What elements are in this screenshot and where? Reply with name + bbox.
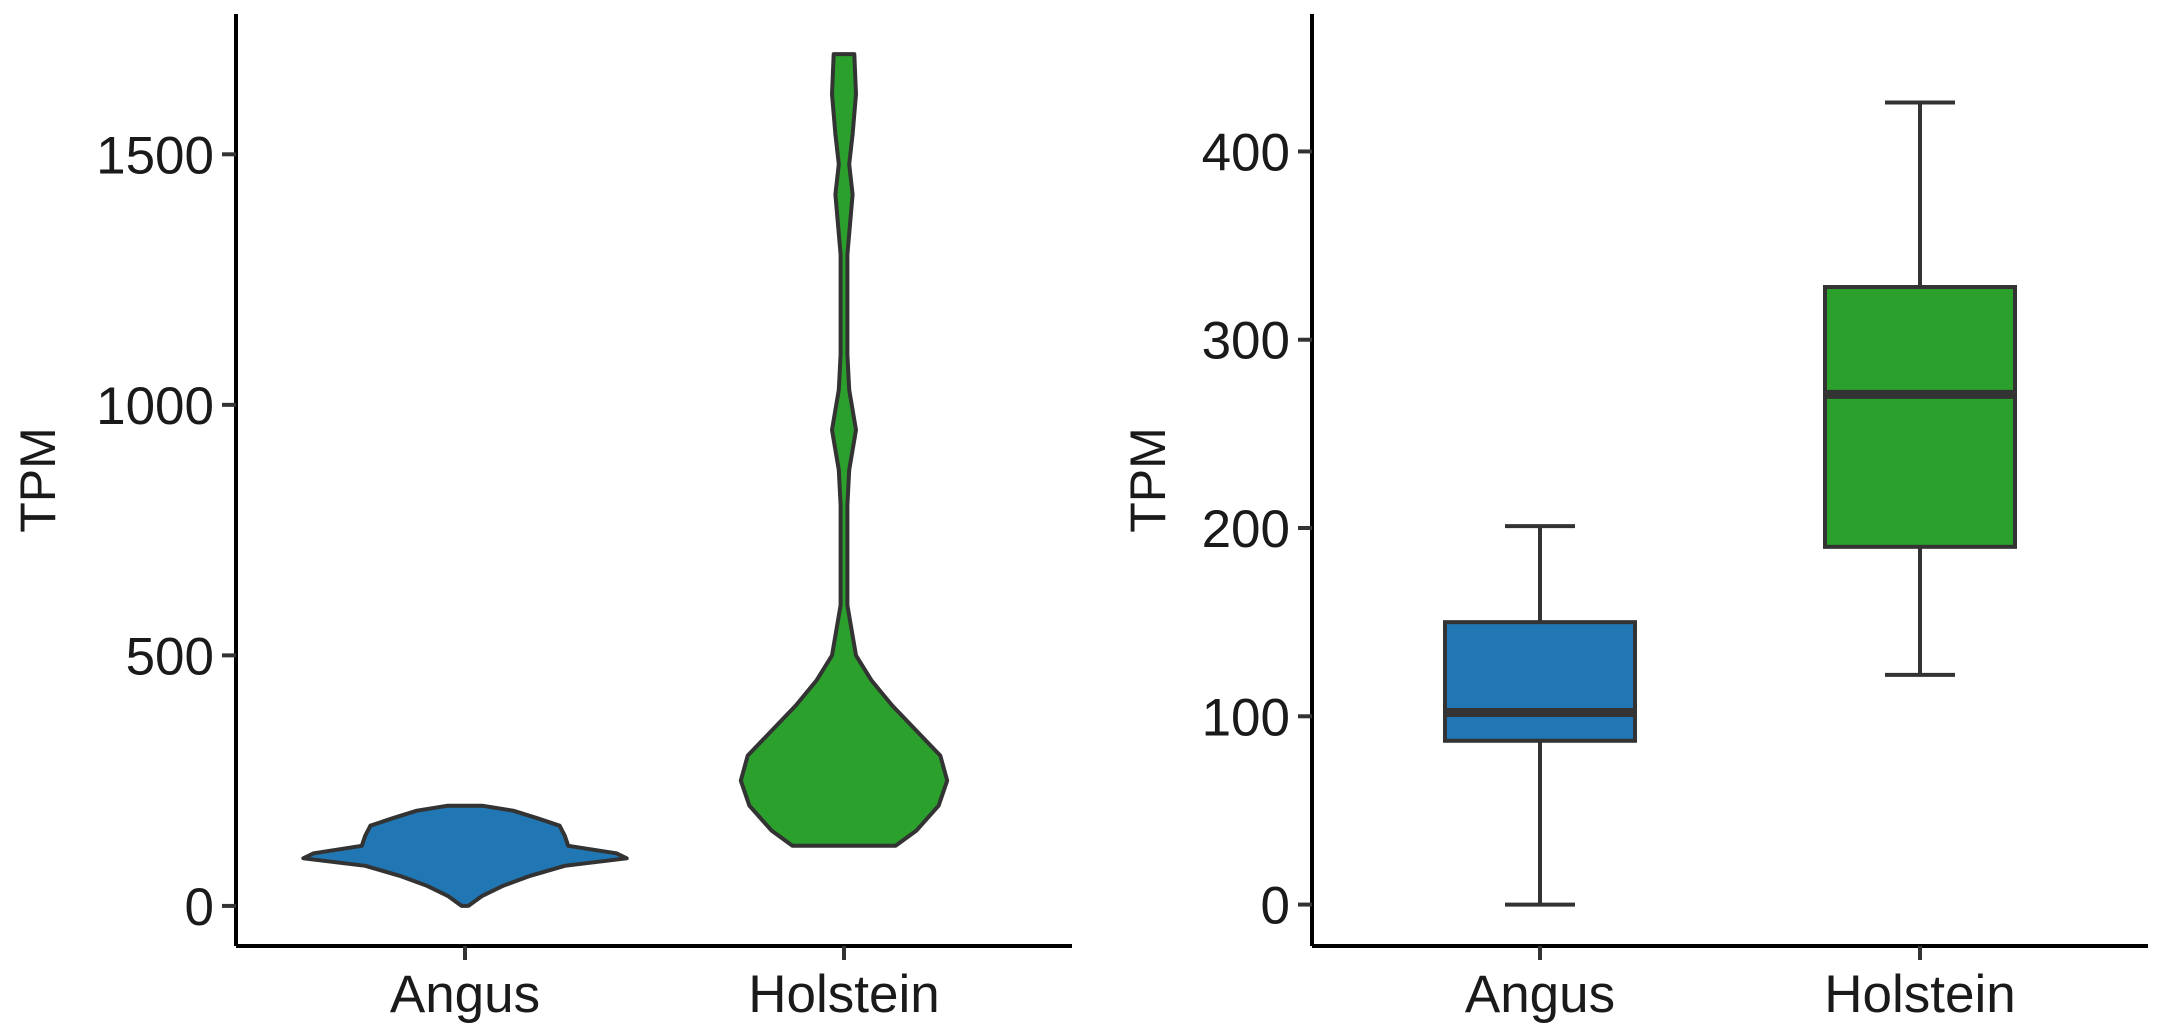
violin-x-ticks: Angus Holstein — [390, 946, 940, 1024]
box-angus-iqr — [1443, 620, 1637, 743]
violin-y-axis-title: TPM — [10, 427, 66, 533]
violin-x-tick-label-angus: Angus — [390, 965, 540, 1024]
violin-panel: TPM 0 500 1000 1500 Angus Holstein — [10, 14, 1072, 1024]
boxplot-y-tick-label: 100 — [1202, 688, 1290, 747]
violin-y-ticks: 0 500 1000 1500 — [96, 126, 236, 937]
boxplot-y-tick-label: 400 — [1202, 123, 1290, 182]
violin-angus — [301, 803, 629, 908]
boxplot-y-axis-title: TPM — [1120, 427, 1176, 533]
boxplot-x-tick-label-angus: Angus — [1465, 965, 1615, 1024]
violin-y-tick-label: 1000 — [96, 377, 214, 436]
violin-x-tick-label-holstein: Holstein — [748, 965, 939, 1024]
box-holstein-iqr — [1823, 285, 2017, 549]
violin-y-tick-label: 0 — [185, 878, 214, 937]
boxplot-boxes — [1443, 100, 2017, 907]
boxplot-x-ticks: Angus Holstein — [1465, 946, 2016, 1024]
violin-y-tick-label: 1500 — [96, 126, 214, 185]
boxplot-y-tick-label: 0 — [1261, 877, 1290, 936]
violin-shapes — [301, 52, 950, 908]
boxplot-panel: TPM 0 100 200 300 400 Angus Holstein — [1120, 14, 2148, 1024]
boxplot-y-tick-label: 200 — [1202, 500, 1290, 559]
boxplot-x-tick-label-holstein: Holstein — [1824, 965, 2015, 1024]
boxplot-y-tick-label: 300 — [1202, 312, 1290, 371]
boxplot-y-ticks: 0 100 200 300 400 — [1202, 123, 1312, 936]
violin-holstein — [738, 52, 950, 848]
violin-y-tick-label: 500 — [126, 627, 214, 686]
